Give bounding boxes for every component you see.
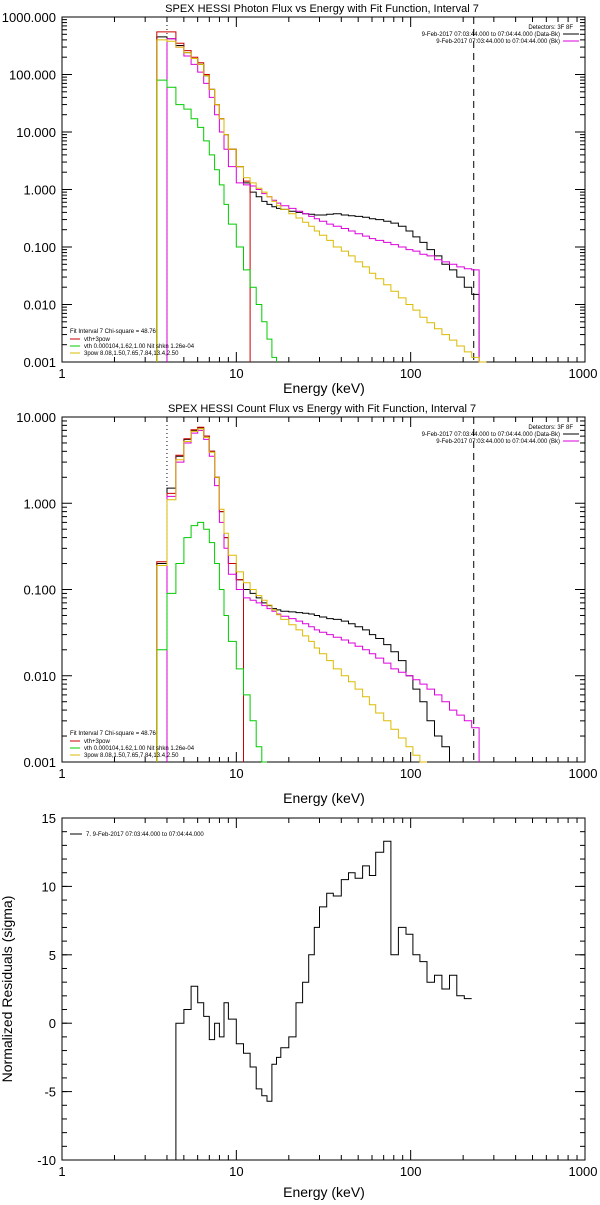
series-3pow	[156, 39, 487, 363]
legend-header: Detectors: 3F 8F	[528, 25, 573, 31]
y-axis-label: Normalized Residuals (sigma)	[0, 896, 15, 1083]
legend-entry-bk: 9-Feb-2017 07:03:44.000 to 07:04:44.000 …	[436, 439, 560, 445]
x-tick-label: 1000	[569, 766, 598, 781]
x-axis-label: Energy (keV)	[283, 380, 365, 396]
series-residuals	[167, 840, 472, 1161]
y-tick-label: 1.000	[23, 183, 56, 198]
x-axis-label: Energy (keV)	[283, 790, 365, 806]
legend-entry-3pow: 3pow 8.08,1.50,7.65,7.84,13.4,2.50	[84, 753, 179, 759]
y-tick-label: 0.001	[23, 355, 56, 370]
y-tick-label: 10.000	[16, 410, 56, 425]
y-tick-label: 0	[49, 1016, 56, 1031]
y-tick-label: -5	[44, 1085, 56, 1100]
axis-ticks: 1 10 100 1000 0.001 0.010 0.100 1.000 10.000	[16, 410, 597, 781]
legend-entry-3pow: 3pow 8.08,1.50,7.65,7.84,13.4,2.50	[84, 351, 179, 357]
x-tick-label: 100	[400, 1164, 422, 1179]
legend-entry-vth-3pow: vth+3pow	[84, 337, 111, 343]
y-tick-label: 10.000	[16, 125, 56, 140]
range-markers	[166, 17, 475, 362]
y-tick-label: 1000.000	[2, 10, 56, 25]
fit-interval-label: Fit Interval 7 Chi-square = 48.76	[70, 329, 157, 335]
range-markers	[166, 417, 475, 762]
series-vth-3pow	[156, 426, 244, 762]
plot-frame	[61, 16, 586, 363]
y-tick-label: 1.000	[23, 496, 56, 511]
axis-ticks: 1 10 100 1000 -10 -5 0 5 10 15	[37, 811, 597, 1179]
y-tick-label: -10	[37, 1153, 56, 1168]
x-tick-label: 10	[229, 1164, 243, 1179]
legend-entry-vth: vth 0.000104,1.62,1.00 Nit shkn 1.26e-04	[84, 344, 195, 350]
axis-ticks: 1 10 100 1000 0.001 0.010 0.100 1.000 10.000 100.…	[2, 10, 598, 381]
y-tick-label: 100.000	[9, 68, 56, 83]
y-tick-label: 0.010	[23, 298, 56, 313]
y-tick-label: 15	[42, 811, 56, 826]
fit-interval-label: Fit Interval 7 Chi-square = 48.76	[70, 731, 157, 737]
legend-top-right: Detectors: 3F 8F 9-Feb-2017 07:03:44.000…	[422, 425, 579, 445]
x-tick-label: 10	[229, 766, 243, 781]
legend-top-left: 7. 9-Feb-2017 07:03:44.000 to 07:04:44.0…	[70, 832, 204, 838]
plot-frame	[61, 817, 586, 1161]
x-tick-label: 1	[58, 1164, 65, 1179]
series-vth	[156, 521, 267, 763]
series-lines	[156, 31, 487, 363]
residuals-panel: 1 10 100 1000 -10 -5 0 5 10 15 7. 9-Feb-2017 07:0…	[0, 811, 597, 1200]
photon-flux-panel: SPEX HESSI Photon Flux vs Energy with Fi…	[2, 3, 598, 396]
legend-entry-bk: 9-Feb-2017 07:03:44.000 to 07:04:44.000 …	[436, 39, 560, 45]
y-tick-label: 0.001	[23, 755, 56, 770]
legend-entry-vth: vth 0.000104,1.62,1.00 Nit shkn 1.26e-04	[84, 746, 195, 752]
x-tick-label: 1	[58, 366, 65, 381]
series-bk	[166, 429, 480, 762]
x-tick-label: 100	[400, 766, 422, 781]
panel-title: SPEX HESSI Count Flux vs Energy with Fit…	[168, 403, 476, 415]
y-tick-label: 5	[49, 948, 56, 963]
legend-bottom-left: Fit Interval 7 Chi-square = 48.76 vth+3p…	[70, 731, 195, 759]
y-tick-label: 0.010	[23, 669, 56, 684]
series-data-bk	[156, 36, 480, 362]
series-bk	[166, 38, 480, 362]
y-tick-label: 10	[42, 879, 56, 894]
x-tick-label: 1000	[569, 366, 598, 381]
y-tick-label: 0.100	[23, 583, 56, 598]
x-tick-label: 100	[400, 366, 422, 381]
panel-title: SPEX HESSI Photon Flux vs Energy with Fi…	[165, 3, 479, 15]
legend-entry-data-bk: 9-Feb-2017 07:03:44.000 to 07:04:44.000 …	[422, 32, 560, 38]
series-lines	[156, 426, 480, 763]
legend-top-right: Detectors: 3F 8F 9-Feb-2017 07:03:44.000…	[422, 25, 579, 45]
count-flux-panel: SPEX HESSI Count Flux vs Energy with Fit…	[16, 403, 597, 806]
series-vth	[156, 79, 277, 362]
series-lines	[167, 840, 472, 1161]
x-tick-label: 1	[58, 766, 65, 781]
y-tick-label: 0.100	[23, 240, 56, 255]
legend-header: Detectors: 3F 8F	[528, 425, 573, 431]
series-3pow	[156, 428, 427, 763]
series-data-bk	[156, 427, 457, 763]
x-tick-label: 10	[229, 366, 243, 381]
legend-entry-vth-3pow: vth+3pow	[84, 739, 111, 745]
x-tick-label: 1000	[569, 1164, 598, 1179]
legend-bottom-left: Fit Interval 7 Chi-square = 48.76 vth+3p…	[70, 329, 195, 357]
plot-frame	[61, 416, 586, 763]
x-axis-label: Energy (keV)	[283, 1184, 365, 1200]
legend-entry-data-bk: 9-Feb-2017 07:03:44.000 to 07:04:44.000 …	[422, 432, 560, 438]
legend-entry-residuals: 7. 9-Feb-2017 07:03:44.000 to 07:04:44.0…	[86, 832, 204, 838]
